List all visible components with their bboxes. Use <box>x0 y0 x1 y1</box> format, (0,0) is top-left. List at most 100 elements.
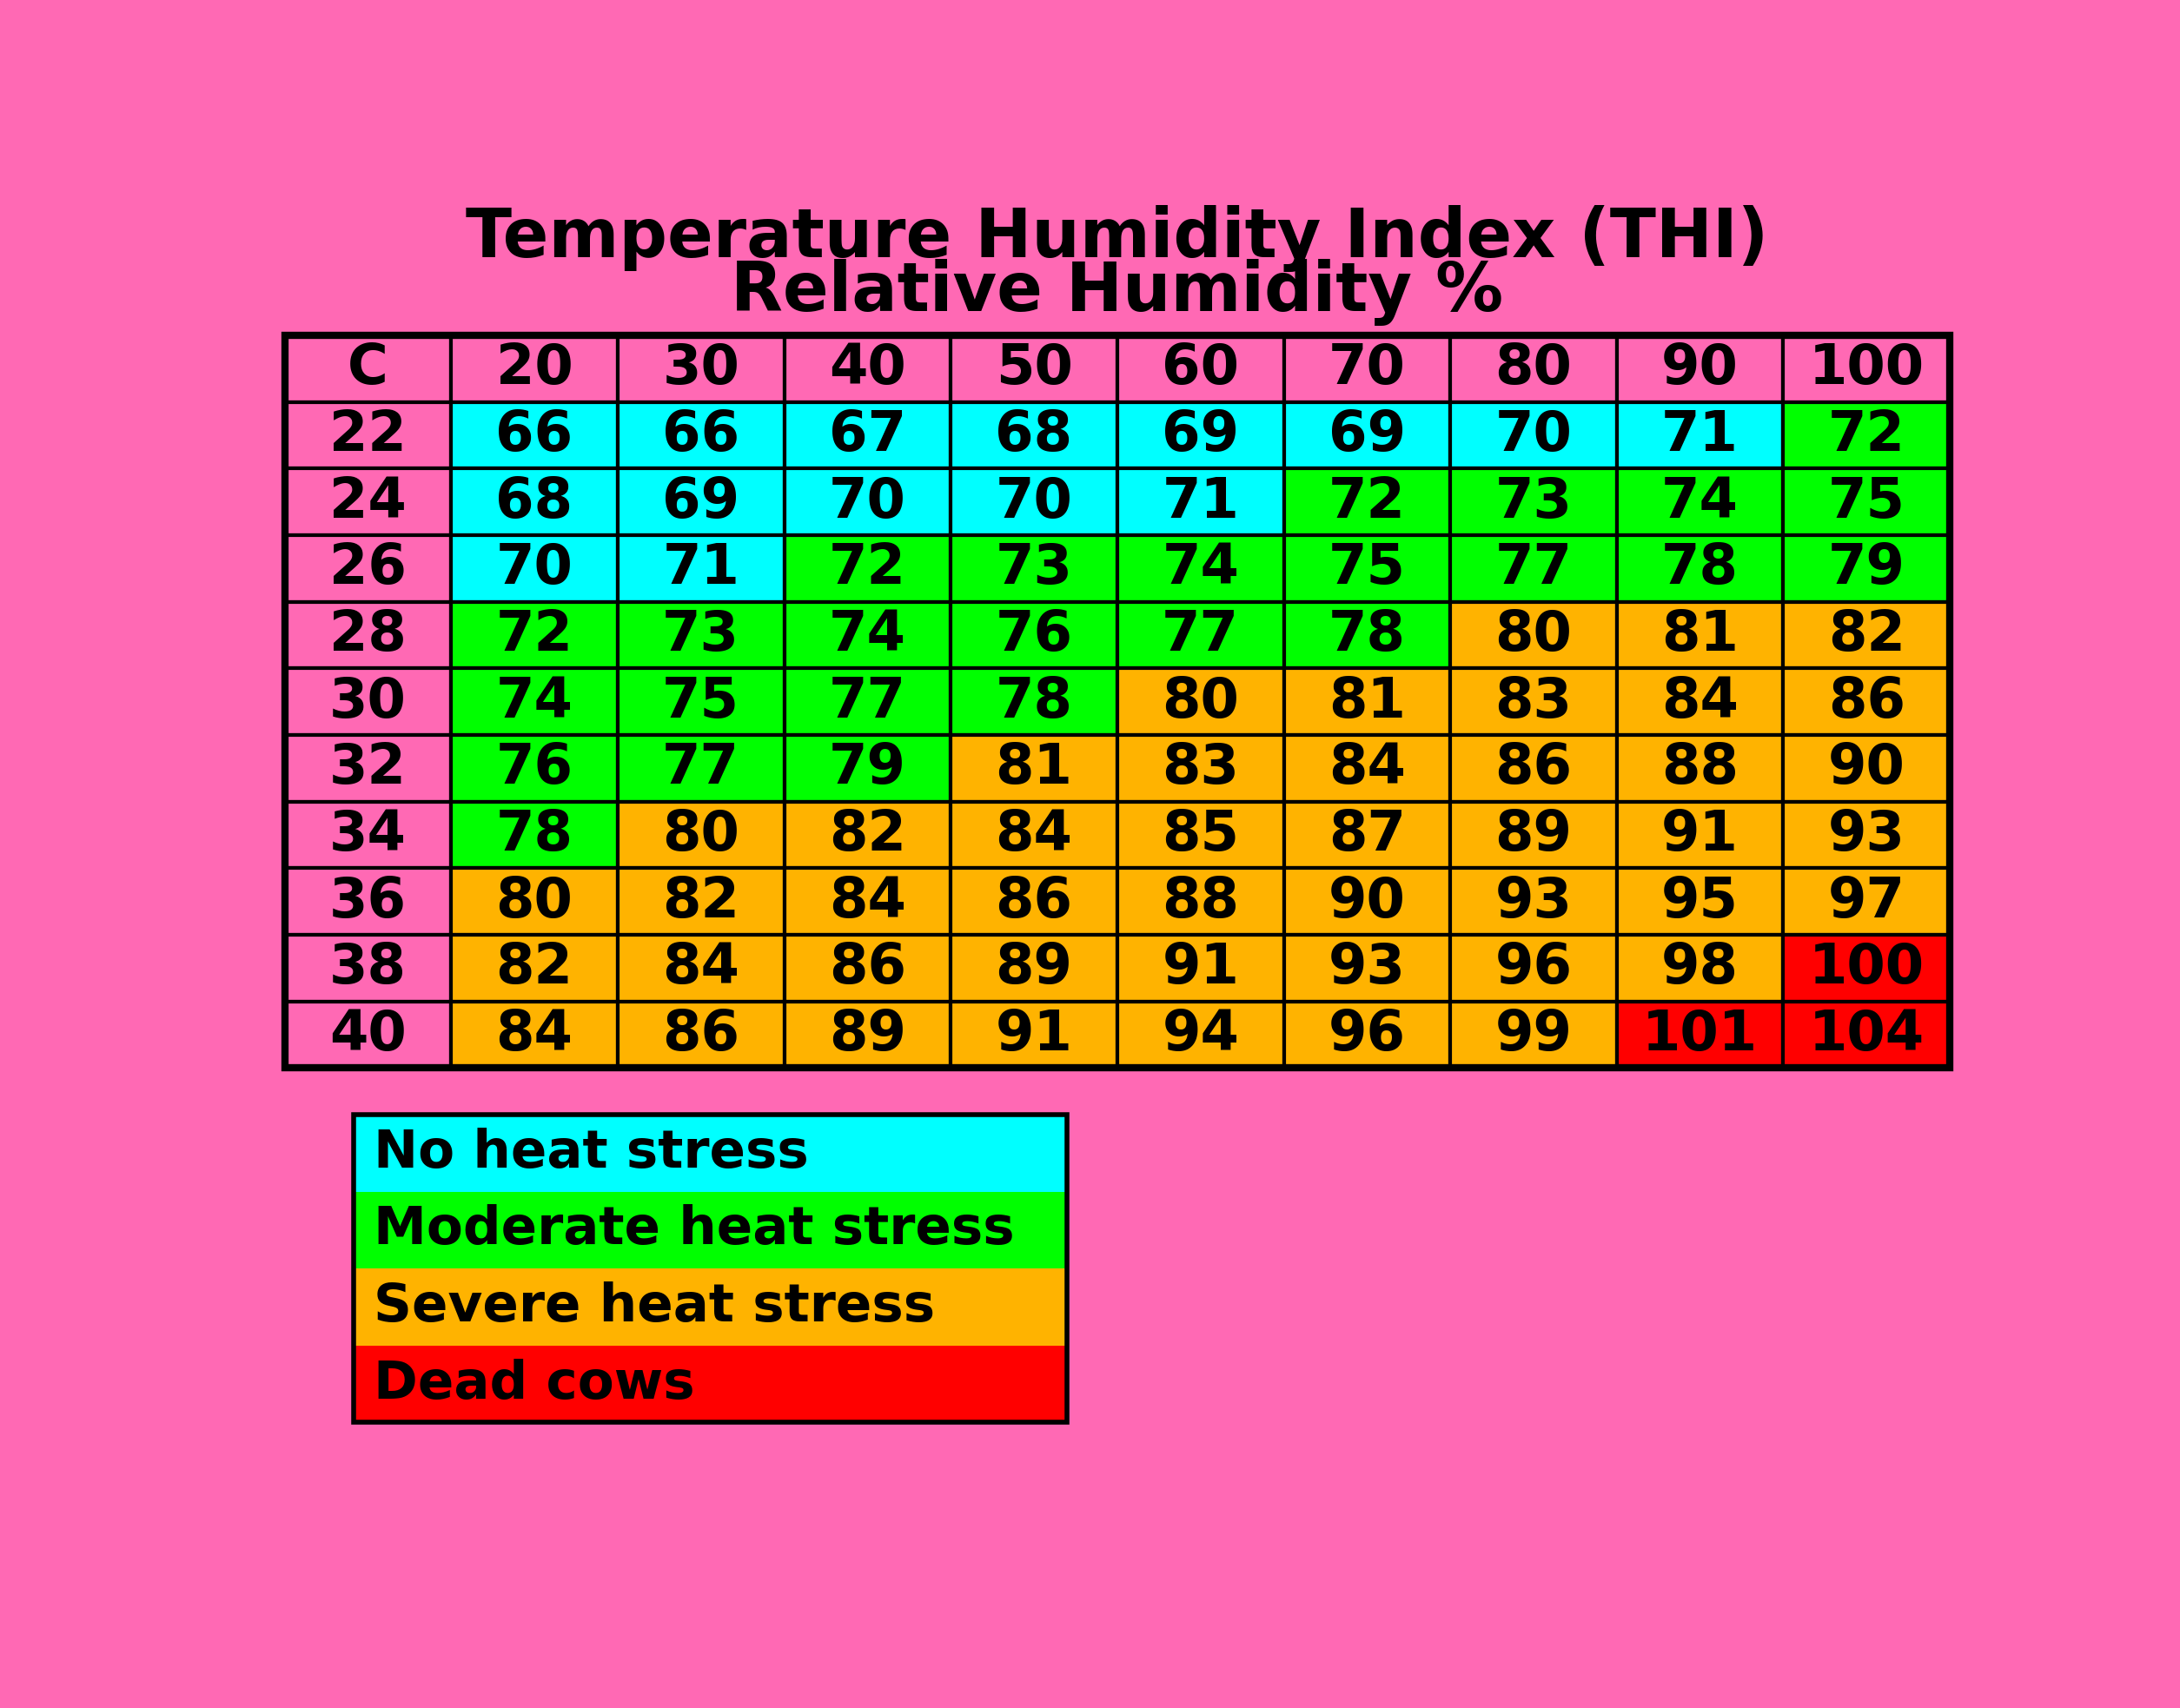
Text: 84: 84 <box>495 1008 573 1062</box>
Text: 94: 94 <box>1162 1008 1238 1062</box>
Text: 81: 81 <box>1661 608 1740 663</box>
Text: 91: 91 <box>1162 941 1238 996</box>
Bar <box>1118 535 1284 601</box>
Text: 22: 22 <box>329 408 405 463</box>
Bar <box>353 1269 1066 1346</box>
Text: 50: 50 <box>996 342 1073 396</box>
Text: 40: 40 <box>329 1008 405 1062</box>
Bar <box>1783 335 1949 401</box>
Text: 38: 38 <box>329 941 405 996</box>
Text: 40: 40 <box>828 342 907 396</box>
Bar <box>1783 868 1949 934</box>
Text: 96: 96 <box>1328 1008 1406 1062</box>
Bar <box>617 868 785 934</box>
Text: 88: 88 <box>1162 874 1238 929</box>
Text: 77: 77 <box>828 675 907 729</box>
Text: 75: 75 <box>1328 541 1406 596</box>
Text: 72: 72 <box>828 541 907 596</box>
Text: 91: 91 <box>1661 808 1740 863</box>
Bar <box>617 468 785 535</box>
Bar <box>1783 734 1949 801</box>
Text: 68: 68 <box>996 408 1073 463</box>
Bar <box>617 668 785 734</box>
Text: 79: 79 <box>828 741 907 796</box>
Bar <box>451 934 617 1001</box>
Bar <box>353 1115 1066 1423</box>
Bar <box>785 1001 950 1068</box>
Text: 95: 95 <box>1661 874 1740 929</box>
Text: 97: 97 <box>1829 874 1905 929</box>
Text: 74: 74 <box>1162 541 1238 596</box>
Bar <box>950 801 1116 868</box>
Text: 83: 83 <box>1162 741 1238 796</box>
Text: 82: 82 <box>663 874 739 929</box>
Bar <box>1450 1001 1618 1068</box>
Bar <box>1118 468 1284 535</box>
Bar <box>286 335 1949 1068</box>
Bar <box>950 734 1116 801</box>
Bar <box>950 934 1116 1001</box>
Bar <box>617 934 785 1001</box>
Text: 91: 91 <box>996 1008 1073 1062</box>
Text: 66: 66 <box>663 408 739 463</box>
Bar <box>950 1001 1116 1068</box>
Bar <box>1118 601 1284 668</box>
Bar <box>1618 868 1783 934</box>
Text: 71: 71 <box>1661 408 1740 463</box>
Text: 80: 80 <box>1495 342 1572 396</box>
Text: 88: 88 <box>1661 741 1740 796</box>
Text: 74: 74 <box>1661 475 1740 529</box>
Bar <box>785 801 950 868</box>
Text: 90: 90 <box>1829 741 1905 796</box>
Bar <box>1450 868 1618 934</box>
Text: Relative Humidity %: Relative Humidity % <box>730 258 1504 325</box>
Bar <box>785 535 950 601</box>
Text: 81: 81 <box>996 741 1073 796</box>
Text: 99: 99 <box>1495 1008 1572 1062</box>
Bar <box>1618 335 1783 401</box>
Text: 79: 79 <box>1829 541 1905 596</box>
Text: 104: 104 <box>1809 1008 1925 1062</box>
Text: 69: 69 <box>1162 408 1238 463</box>
Bar <box>286 468 451 535</box>
Text: 36: 36 <box>329 874 408 929</box>
Bar <box>1118 868 1284 934</box>
Text: 78: 78 <box>996 675 1073 729</box>
Bar <box>1450 335 1618 401</box>
Bar <box>451 335 617 401</box>
Text: 78: 78 <box>1328 608 1406 663</box>
Text: 26: 26 <box>329 541 405 596</box>
Text: 77: 77 <box>663 741 739 796</box>
Bar <box>785 868 950 934</box>
Bar <box>617 401 785 468</box>
Bar <box>617 1001 785 1068</box>
Text: 85: 85 <box>1162 808 1238 863</box>
Bar <box>286 868 451 934</box>
Text: 100: 100 <box>1809 342 1925 396</box>
Bar <box>1450 734 1618 801</box>
Bar <box>1284 535 1450 601</box>
Bar <box>1618 601 1783 668</box>
Bar <box>785 734 950 801</box>
Bar <box>1450 801 1618 868</box>
Bar <box>785 601 950 668</box>
Bar <box>451 734 617 801</box>
Bar <box>451 468 617 535</box>
Text: 74: 74 <box>495 675 573 729</box>
Text: 73: 73 <box>663 608 739 663</box>
Text: 77: 77 <box>1162 608 1238 663</box>
Text: 84: 84 <box>1328 741 1406 796</box>
Bar <box>353 1115 1066 1192</box>
Bar <box>286 601 451 668</box>
Bar <box>950 335 1116 401</box>
Text: 93: 93 <box>1829 808 1905 863</box>
Text: 86: 86 <box>996 874 1073 929</box>
Text: 98: 98 <box>1661 941 1740 996</box>
Text: 84: 84 <box>663 941 739 996</box>
Text: 90: 90 <box>1661 342 1740 396</box>
Text: 89: 89 <box>1495 808 1572 863</box>
Bar <box>617 535 785 601</box>
Text: 78: 78 <box>1661 541 1740 596</box>
Bar <box>1118 801 1284 868</box>
Bar <box>1618 468 1783 535</box>
